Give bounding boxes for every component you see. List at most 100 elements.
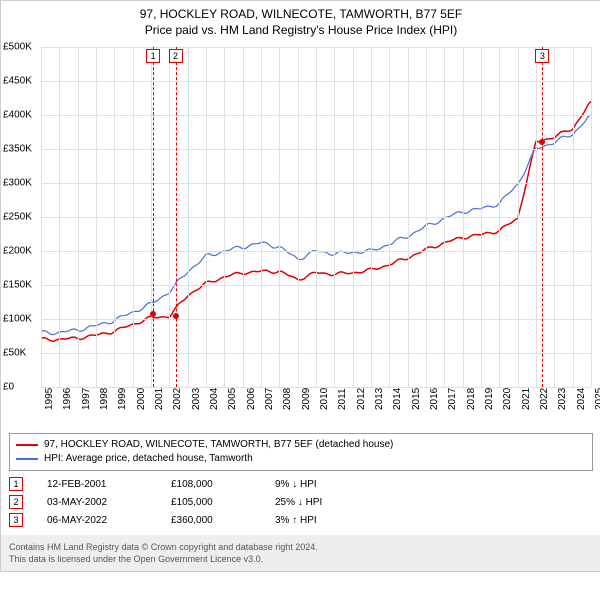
event-date: 12-FEB-2001 xyxy=(47,479,147,490)
x-axis-label: 2025 xyxy=(594,388,600,410)
event-marker-box: 2 xyxy=(169,49,183,63)
event-row: 1 12-FEB-2001 £108,000 9% ↓ HPI xyxy=(9,475,593,493)
event-marker-line xyxy=(153,47,154,387)
event-table: 1 12-FEB-2001 £108,000 9% ↓ HPI 2 03-MAY… xyxy=(9,475,593,529)
y-axis-label: £350K xyxy=(3,144,32,155)
gridline xyxy=(518,47,519,387)
event-diff: 25% ↓ HPI xyxy=(275,497,365,508)
gridline xyxy=(481,47,482,387)
legend-label: 97, HOCKLEY ROAD, WILNECOTE, TAMWORTH, B… xyxy=(44,438,393,452)
x-axis-label: 1995 xyxy=(44,388,55,410)
event-row: 2 03-MAY-2002 £105,000 25% ↓ HPI xyxy=(9,493,593,511)
legend-item: HPI: Average price, detached house, Tamw… xyxy=(16,452,586,466)
x-axis-label: 2009 xyxy=(301,388,312,410)
gridline xyxy=(59,47,60,387)
legend-swatch xyxy=(16,458,38,460)
event-marker-box: 3 xyxy=(9,513,23,527)
x-axis-label: 2014 xyxy=(392,388,403,410)
x-axis-label: 2022 xyxy=(539,388,550,410)
chart-container: 97, HOCKLEY ROAD, WILNECOTE, TAMWORTH, B… xyxy=(0,0,600,572)
event-price: £105,000 xyxy=(171,497,251,508)
x-axis-label: 2008 xyxy=(282,388,293,410)
x-axis-label: 1999 xyxy=(117,388,128,410)
y-axis-label: £200K xyxy=(3,246,32,257)
event-date: 03-MAY-2002 xyxy=(47,497,147,508)
gridline xyxy=(169,47,170,387)
x-axis-label: 2003 xyxy=(191,388,202,410)
x-axis-label: 2010 xyxy=(319,388,330,410)
chart-legend: 97, HOCKLEY ROAD, WILNECOTE, TAMWORTH, B… xyxy=(9,433,593,471)
event-diff: 3% ↑ HPI xyxy=(275,515,365,526)
event-price: £360,000 xyxy=(171,515,251,526)
gridline xyxy=(188,47,189,387)
gridline xyxy=(224,47,225,387)
event-marker-box: 1 xyxy=(146,49,160,63)
gridline xyxy=(151,47,152,387)
gridline xyxy=(96,47,97,387)
event-marker-dot xyxy=(150,311,156,317)
gridline xyxy=(41,47,42,387)
gridline xyxy=(444,47,445,387)
gridline xyxy=(554,47,555,387)
x-axis-label: 2021 xyxy=(521,388,532,410)
y-axis-label: £450K xyxy=(3,76,32,87)
legend-swatch xyxy=(16,444,38,446)
gridline xyxy=(334,47,335,387)
gridline xyxy=(426,47,427,387)
chart-area: 123 £0£50K£100K£150K£200K£250K£300K£350K… xyxy=(1,41,599,427)
gridline xyxy=(371,47,372,387)
x-axis-label: 2001 xyxy=(154,388,165,410)
footer-line: This data is licensed under the Open Gov… xyxy=(9,553,593,565)
event-marker-dot xyxy=(173,313,179,319)
gridline xyxy=(463,47,464,387)
x-axis-label: 2012 xyxy=(356,388,367,410)
event-marker-dot xyxy=(539,139,545,145)
y-axis-label: £0 xyxy=(3,382,14,393)
x-axis-label: 2007 xyxy=(264,388,275,410)
gridline xyxy=(591,47,592,387)
gridline xyxy=(78,47,79,387)
x-axis-label: 1998 xyxy=(99,388,110,410)
y-axis-label: £400K xyxy=(3,110,32,121)
y-axis-label: £300K xyxy=(3,178,32,189)
x-axis-label: 2024 xyxy=(576,388,587,410)
gridline xyxy=(206,47,207,387)
event-marker-box: 3 xyxy=(535,49,549,63)
event-row: 3 06-MAY-2022 £360,000 3% ↑ HPI xyxy=(9,511,593,529)
gridline xyxy=(243,47,244,387)
chart-title: 97, HOCKLEY ROAD, WILNECOTE, TAMWORTH, B… xyxy=(1,7,600,21)
chart-subtitle: Price paid vs. HM Land Registry's House … xyxy=(1,23,600,37)
x-axis-label: 2018 xyxy=(466,388,477,410)
event-marker-box: 2 xyxy=(9,495,23,509)
chart-plot: 12 3 xyxy=(41,47,591,387)
legend-item: 97, HOCKLEY ROAD, WILNECOTE, TAMWORTH, B… xyxy=(16,438,586,452)
gridline xyxy=(316,47,317,387)
event-marker-box: 1 xyxy=(9,477,23,491)
gridline xyxy=(298,47,299,387)
chart-footer: Contains HM Land Registry data © Crown c… xyxy=(1,535,600,571)
y-axis-label: £250K xyxy=(3,212,32,223)
x-axis-label: 2000 xyxy=(136,388,147,410)
y-axis-label: £500K xyxy=(3,42,32,53)
y-axis-label: £100K xyxy=(3,314,32,325)
event-marker-line xyxy=(542,47,543,387)
event-marker-line xyxy=(176,47,177,387)
x-axis-label: 2006 xyxy=(246,388,257,410)
x-axis-label: 2020 xyxy=(502,388,513,410)
x-axis-label: 2004 xyxy=(209,388,220,410)
x-axis-label: 2013 xyxy=(374,388,385,410)
x-axis-label: 2005 xyxy=(227,388,238,410)
x-axis-label: 1997 xyxy=(81,388,92,410)
gridline xyxy=(499,47,500,387)
event-diff: 9% ↓ HPI xyxy=(275,479,365,490)
gridline xyxy=(114,47,115,387)
legend-label: HPI: Average price, detached house, Tamw… xyxy=(44,452,253,466)
gridline xyxy=(261,47,262,387)
gridline xyxy=(353,47,354,387)
gridline xyxy=(389,47,390,387)
gridline xyxy=(279,47,280,387)
x-axis-label: 2017 xyxy=(447,388,458,410)
y-axis-label: £50K xyxy=(3,348,26,359)
x-axis-label: 2011 xyxy=(337,388,348,410)
x-axis-label: 1996 xyxy=(62,388,73,410)
